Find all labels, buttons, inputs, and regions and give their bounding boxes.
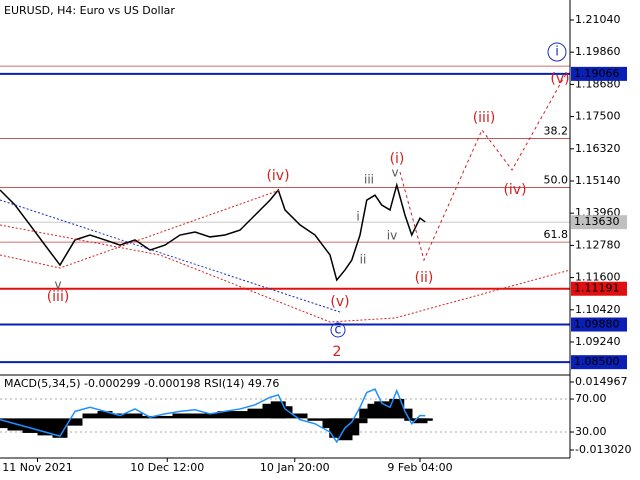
channel-line (0, 224, 571, 323)
level-label: 1.11191 (574, 282, 620, 295)
macd-bar (307, 418, 323, 421)
macd-bar (397, 408, 413, 419)
sub-wave-label: v (391, 166, 398, 180)
wave-label: i (555, 45, 559, 60)
level-box (571, 281, 627, 296)
plot-layer: 1.210401.198601.186801.175001.163201.151… (0, 13, 631, 474)
macd-bar (417, 418, 433, 421)
price-line (0, 388, 426, 444)
y-tick-label: 1.12780 (575, 238, 621, 251)
sub-wave-label: v (54, 278, 61, 292)
y-tick-label: 1.17500 (575, 110, 621, 123)
macd-bar (127, 413, 143, 419)
level-label: 1.13630 (574, 215, 620, 228)
wave-label: (iii) (473, 110, 496, 126)
wave-label: (iv) (266, 168, 289, 184)
macd-bar (277, 406, 293, 419)
macd-bar (217, 411, 233, 419)
y-tick-label: 1.10420 (575, 303, 621, 316)
wave-label: (ii) (415, 270, 434, 286)
level-label: 1.09880 (574, 318, 620, 331)
x-tick-label: 9 Feb 04:00 (387, 461, 452, 474)
macd-bar (67, 418, 83, 426)
x-tick-label: 10 Dec 12:00 (130, 461, 204, 474)
y-tick-label: 70.00 (575, 392, 607, 405)
macd-bar (187, 413, 203, 419)
price-line (0, 182, 426, 282)
wave-circle (330, 322, 346, 338)
macd-bar (202, 413, 218, 419)
forecast-path (399, 71, 568, 262)
y-tick-label: 1.11600 (575, 271, 621, 284)
wave-label: (iv) (503, 182, 526, 198)
sub-wave-label: ii (360, 253, 367, 267)
x-tick-label: 11 Nov 2021 (2, 461, 72, 474)
macd-bar (247, 408, 263, 419)
wave-circle (547, 42, 567, 62)
sub-wave-label: iv (387, 229, 397, 243)
wave-labels: (iv) (i) (iii) (v) (iv) (ii) (v) (iii) 2… (47, 42, 570, 360)
macd-bar (292, 413, 308, 419)
indicator-title: MACD(5,34,5) -0.000299 -0.000198 RSI(14)… (4, 377, 279, 390)
chart-title: EURUSD, H4: Euro vs US Dollar (4, 4, 175, 17)
macd-bar (97, 411, 113, 419)
y-tick-label: 1.15140 (575, 174, 621, 187)
level-box (571, 215, 627, 230)
wave-label: (i) (390, 151, 405, 167)
macd-bar (22, 418, 38, 433)
macd-bar (232, 411, 248, 419)
wave-label: (iii) (47, 289, 70, 305)
y-tick-label: 1.19860 (575, 45, 621, 58)
level-label: 1.19066 (574, 67, 620, 80)
wave-label: (v) (550, 71, 569, 87)
level-label: 1.08500 (574, 355, 620, 368)
macd-bar (404, 418, 420, 421)
y-tick-label: 0.014967 (575, 375, 628, 388)
y-tick-label: 1.21040 (575, 13, 621, 26)
macd-bar (82, 413, 98, 419)
wave-label: 2 (333, 344, 342, 360)
level-box (571, 66, 627, 81)
macd-bar (172, 413, 188, 419)
macd-bar (157, 415, 173, 419)
fib-label: 50.0 (544, 174, 569, 187)
y-tick-label: 1.09240 (575, 335, 621, 348)
fib-label: 61.8 (544, 228, 569, 241)
sub-wave-label: i (356, 210, 359, 224)
x-tick-label: 10 Jan 20:00 (260, 461, 330, 474)
wave-line (0, 189, 281, 269)
macd-bar (352, 418, 368, 424)
fib-label: 38.2 (544, 124, 569, 137)
level-box (571, 317, 627, 332)
y-tick-label: 1.16320 (575, 142, 621, 155)
level-box (571, 355, 627, 370)
macd-bar (52, 418, 68, 438)
macd-bar (0, 418, 8, 429)
wave-label: (v) (330, 294, 349, 310)
sub-wave-label: iii (364, 173, 374, 187)
y-tick-label: 30.00 (575, 425, 607, 438)
macd-bar (359, 408, 375, 419)
y-tick-label: -0.013020 (575, 443, 631, 456)
wave-label: c (334, 323, 341, 338)
